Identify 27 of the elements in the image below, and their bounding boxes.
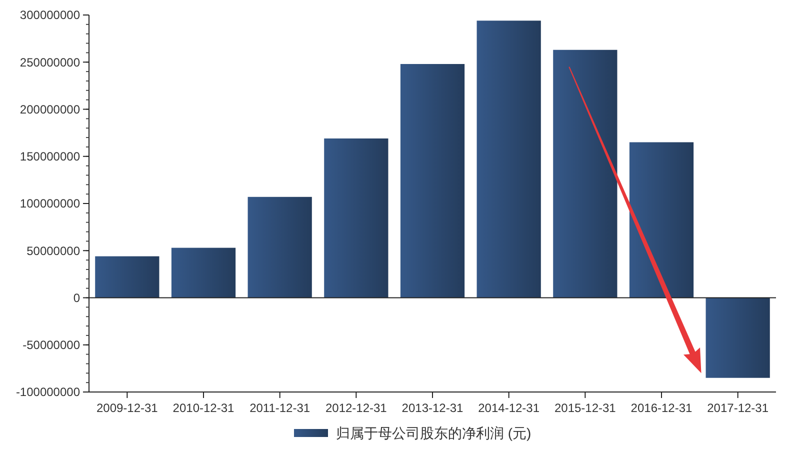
x-tick-label: 2009-12-31 (96, 401, 158, 415)
bar (476, 20, 541, 298)
bar (706, 298, 770, 378)
x-tick-label: 2011-12-31 (250, 401, 310, 415)
bar (400, 64, 465, 298)
y-tick-label: 300000000 (20, 8, 80, 22)
y-tick-label: 150000000 (20, 150, 80, 164)
y-tick-label: 0 (73, 290, 80, 305)
bar (171, 248, 236, 298)
y-tick-label: -100000000 (16, 385, 80, 400)
x-tick-label: 2017-12-31 (707, 401, 769, 415)
x-tick-label: 2016-12-31 (630, 401, 693, 415)
x-tick-label: 2010-12-31 (172, 401, 235, 415)
x-tick-label: 2015-12-31 (554, 401, 616, 415)
bar (95, 256, 160, 298)
y-tick-label: 50000000 (26, 244, 80, 258)
y-tick-label: 200000000 (20, 102, 80, 116)
x-tick-label: 2012-12-31 (325, 401, 388, 415)
legend-label: 归属于母公司股东的净利润 (元) (336, 425, 532, 441)
bar (248, 196, 312, 298)
y-tick-label: 250000000 (20, 55, 80, 70)
x-tick-label: 2013-12-31 (402, 401, 464, 415)
y-tick-label: 100000000 (20, 196, 80, 211)
y-tick-label: -50000000 (22, 338, 80, 352)
bar (629, 142, 694, 298)
bar (324, 138, 388, 298)
x-tick-label: 2014-12-31 (478, 401, 540, 415)
